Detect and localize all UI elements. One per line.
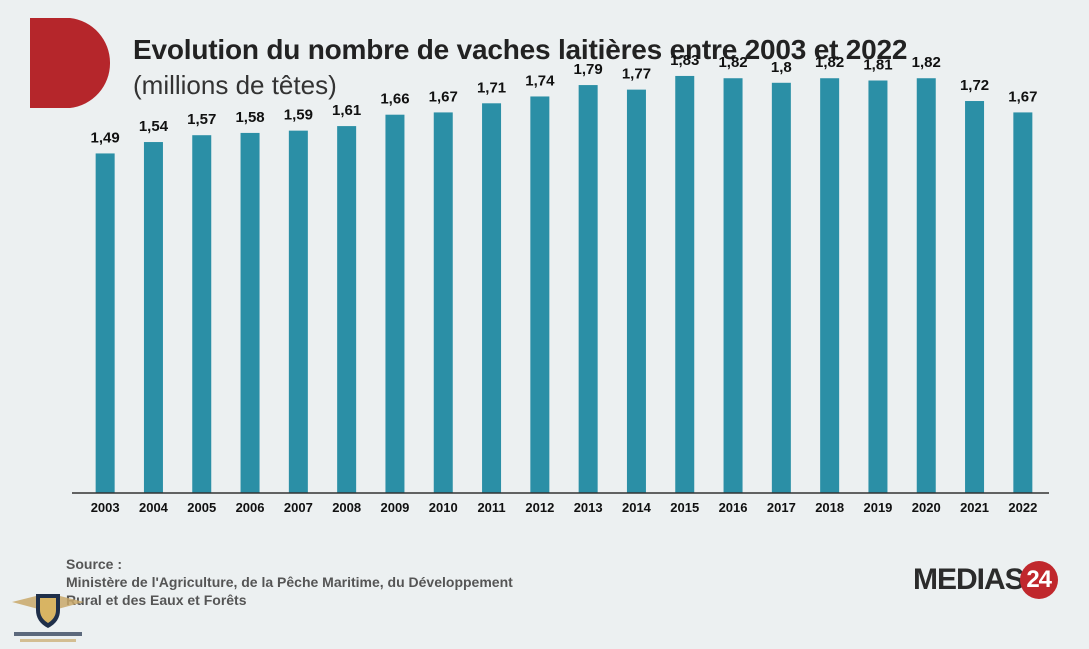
- data-label-2007: 1,59: [284, 107, 313, 124]
- data-label-2017: 1,8: [771, 59, 792, 76]
- x-tick-2017: 2017: [767, 500, 796, 515]
- bar-2014: [626, 89, 646, 493]
- x-tick-2021: 2021: [960, 500, 989, 515]
- bar-2009: [385, 114, 405, 494]
- bar-2004: [143, 142, 163, 493]
- data-label-2008: 1,61: [332, 102, 361, 119]
- bar-2017: [771, 82, 791, 493]
- x-tick-2020: 2020: [912, 500, 941, 515]
- logo-badge: 24: [1019, 561, 1058, 599]
- logo-text: MEDIAS: [913, 563, 1025, 596]
- data-label-2021: 1,72: [960, 77, 989, 94]
- bar-2012: [530, 96, 550, 493]
- x-tick-2022: 2022: [1008, 500, 1037, 515]
- data-label-2018: 1,82: [815, 54, 844, 71]
- x-tick-2016: 2016: [719, 500, 748, 515]
- x-tick-2003: 2003: [91, 500, 120, 515]
- data-label-2004: 1,54: [139, 118, 169, 135]
- x-tick-2006: 2006: [236, 500, 265, 515]
- data-label-2019: 1,81: [863, 57, 892, 74]
- bar-2011: [482, 103, 502, 494]
- data-label-2005: 1,57: [187, 111, 216, 128]
- medias24-logo: MEDIAS 24: [913, 560, 1058, 600]
- x-tick-2007: 2007: [284, 500, 313, 515]
- data-label-2020: 1,82: [912, 54, 941, 71]
- bar-2013: [578, 85, 598, 493]
- bar-2019: [868, 80, 888, 493]
- x-tick-2012: 2012: [525, 500, 554, 515]
- data-label-2009: 1,66: [380, 91, 409, 108]
- bar-2005: [192, 135, 212, 493]
- x-tick-2009: 2009: [380, 500, 409, 515]
- bar-2020: [916, 78, 936, 494]
- data-label-2010: 1,67: [429, 88, 458, 105]
- bar-2015: [675, 75, 695, 493]
- source-label: Source :: [66, 556, 123, 572]
- bar-2006: [240, 132, 260, 493]
- x-tick-2004: 2004: [139, 500, 169, 515]
- data-label-2013: 1,79: [574, 61, 603, 78]
- x-tick-2018: 2018: [815, 500, 844, 515]
- bar-2018: [820, 78, 840, 494]
- x-tick-2011: 2011: [477, 500, 505, 515]
- data-label-2022: 1,67: [1008, 88, 1037, 105]
- x-tick-2013: 2013: [574, 500, 603, 515]
- bar-2003: [95, 153, 115, 494]
- x-tick-2008: 2008: [332, 500, 361, 515]
- bar-2021: [965, 101, 985, 493]
- data-label-2003: 1,49: [91, 129, 120, 146]
- chart-subtitle: (millions de têtes): [133, 70, 337, 100]
- data-label-2012: 1,74: [525, 72, 555, 89]
- bar-chart: 1,49 2003 1,54 2004 1,57 2005 1,58 2006 1,59 2007…: [72, 52, 1049, 515]
- data-label-2016: 1,82: [718, 54, 747, 71]
- forum-shield-icon: [12, 594, 84, 642]
- x-tick-2015: 2015: [670, 500, 699, 515]
- data-label-2014: 1,77: [622, 66, 651, 83]
- bar-2008: [337, 126, 357, 493]
- bar-2010: [433, 112, 453, 494]
- x-tick-2019: 2019: [863, 500, 892, 515]
- chart-title: Evolution du nombre de vaches laitières …: [133, 34, 908, 65]
- x-tick-2010: 2010: [429, 500, 458, 515]
- bar-2016: [723, 78, 743, 494]
- data-label-2015: 1,83: [670, 52, 699, 69]
- source-line-1: Ministère de l'Agriculture, de la Pêche …: [66, 574, 513, 590]
- brand-mark-shape: [30, 18, 110, 108]
- x-tick-2005: 2005: [187, 500, 216, 515]
- data-label-2011: 1,71: [477, 79, 506, 96]
- x-tick-2014: 2014: [622, 500, 652, 515]
- bar-2022: [1013, 112, 1033, 494]
- bar-2007: [288, 130, 308, 493]
- data-label-2006: 1,58: [235, 109, 264, 126]
- source-line-2: Rural et des Eaux et Forêts: [66, 592, 247, 608]
